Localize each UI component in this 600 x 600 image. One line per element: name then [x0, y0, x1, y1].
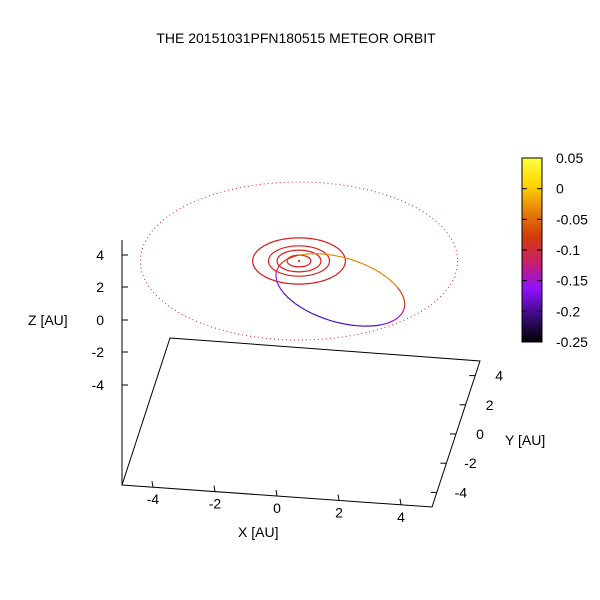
colorbar-tick-label: -0.25	[556, 334, 588, 350]
y-axis-ticks: 420 -2 -4	[430, 368, 503, 500]
x-axis-ticks: -4 -2 0 2 4	[147, 481, 405, 525]
meteor-orbit-segment	[402, 308, 405, 313]
planet-orbit-venus	[276, 249, 322, 273]
meteor-orbit-segment	[276, 281, 279, 286]
meteor-orbit-segment	[277, 264, 281, 269]
meteor-orbit-segment	[322, 253, 330, 256]
meteor-orbit-segment	[355, 260, 363, 265]
meteor-orbit-segment	[374, 268, 381, 274]
x-tick-label: 2	[335, 504, 343, 520]
meteor-orbit-segment	[305, 309, 313, 314]
meteor-orbit-segment	[311, 312, 319, 317]
meteor-orbit-segment	[390, 319, 396, 323]
x-tick-label: 0	[273, 500, 281, 516]
colorbar-tick-label: -0.05	[556, 211, 588, 227]
x-tick-mark	[399, 498, 402, 505]
meteor-orbit-segment	[403, 298, 406, 303]
meteor-orbit-segment	[299, 253, 305, 256]
meteor-orbit-segment	[396, 286, 401, 292]
planet-orbits	[139, 181, 459, 341]
meteor-orbit-segment	[384, 275, 391, 281]
meteor-orbit-segment	[368, 265, 375, 271]
colorbar-tick-label: -0.2	[556, 303, 580, 319]
meteor-orbit-segment	[294, 254, 300, 257]
x-tick-mark	[213, 485, 216, 492]
meteor-orbit-segment	[344, 323, 352, 326]
meteor-orbit-segment	[399, 290, 403, 296]
colorbar-ticks: 0.05 0 -0.05 -0.1 -0.15 -0.2 -0.25	[522, 150, 588, 350]
y-tick-label: 4	[495, 368, 503, 384]
meteor-orbit-segment	[275, 277, 278, 282]
chart-title: THE 20151031PFN180515 METEOR ORBIT	[156, 30, 436, 46]
x-tick-mark	[275, 489, 278, 497]
meteor-orbit-segment	[337, 322, 345, 325]
meteor-orbit-segment	[275, 270, 278, 275]
meteor-orbit-segment	[342, 256, 350, 260]
meteor-orbit-segment	[329, 254, 337, 257]
x-tick-mark	[151, 481, 154, 488]
meteor-orbit-segment	[282, 259, 287, 263]
meteor-orbit-segment	[295, 303, 301, 308]
y-tick-label: 2	[486, 397, 494, 413]
z-axis-label: Z [AU]	[28, 312, 68, 328]
meteor-orbit-segment	[279, 261, 284, 266]
meteor-orbit-segment	[280, 288, 284, 294]
planet-orbit-jupiter	[139, 181, 459, 341]
meteor-orbit-segment	[403, 305, 406, 310]
meteor-orbit	[275, 253, 406, 327]
z-tick-label: 4	[96, 247, 104, 263]
planet-orbit-mars	[252, 237, 347, 285]
meteor-orbit-segment	[386, 321, 392, 324]
meteor-orbit-segment	[349, 258, 357, 262]
meteor-orbit-segment	[394, 317, 399, 321]
y-tick-label: -2	[464, 455, 477, 471]
meteor-orbit-segment	[304, 253, 311, 255]
planet-orbit-earth	[267, 245, 331, 277]
meteor-orbit-segment	[389, 279, 395, 284]
meteor-orbit-segment	[290, 299, 296, 305]
colorbar-tick-label: 0	[556, 181, 564, 197]
meteor-orbit-segment	[330, 320, 339, 324]
meteor-orbit-segment	[379, 272, 386, 277]
meteor-orbit-segment	[397, 314, 402, 318]
meteor-orbit-segment	[324, 318, 332, 322]
meteor-orbit-segment	[381, 322, 387, 326]
y-axis-label: Y [AU]	[505, 432, 545, 448]
meteor-orbit-segment	[282, 292, 288, 297]
meteor-orbit-segment	[285, 257, 291, 261]
x-tick-label: -2	[209, 496, 222, 512]
meteor-orbit-segment	[286, 295, 292, 301]
x-tick-label: 4	[397, 509, 405, 525]
sun-marker	[297, 259, 301, 263]
z-tick-label: 2	[96, 279, 104, 295]
meteor-orbit-segment	[351, 324, 358, 327]
colorbar-tick-label: -0.15	[556, 273, 588, 289]
meteor-orbit-segment	[317, 315, 325, 320]
x-tick-mark	[337, 494, 340, 501]
z-axis-ticks: 4 2 0 -2 -4	[92, 247, 128, 393]
meteor-orbit-segment	[362, 263, 370, 268]
x-axis-label: X [AU]	[238, 524, 278, 540]
meteor-orbit-segment	[400, 311, 404, 316]
y-tick-label: 0	[476, 426, 484, 442]
meteor-orbit-segment	[300, 306, 307, 311]
meteor-orbit-segment	[393, 282, 398, 288]
colorbar-tick-label: 0.05	[556, 150, 583, 166]
meteor-orbit-segment	[276, 267, 279, 272]
meteor-orbit-segment	[277, 284, 282, 290]
z-tick-label: -4	[92, 377, 105, 393]
meteor-orbit-segment	[289, 255, 295, 259]
meteor-orbit-segment	[376, 324, 382, 327]
meteor-orbit-segment	[335, 255, 343, 258]
base-plane	[121, 337, 481, 508]
x-tick-label: -4	[147, 491, 160, 507]
colorbar-tick-label: -0.1	[556, 242, 580, 258]
y-tick-label: -4	[455, 484, 468, 500]
z-tick-label: -2	[92, 344, 105, 360]
z-tick-label: 0	[96, 312, 104, 328]
meteor-orbit-segment	[401, 294, 405, 299]
